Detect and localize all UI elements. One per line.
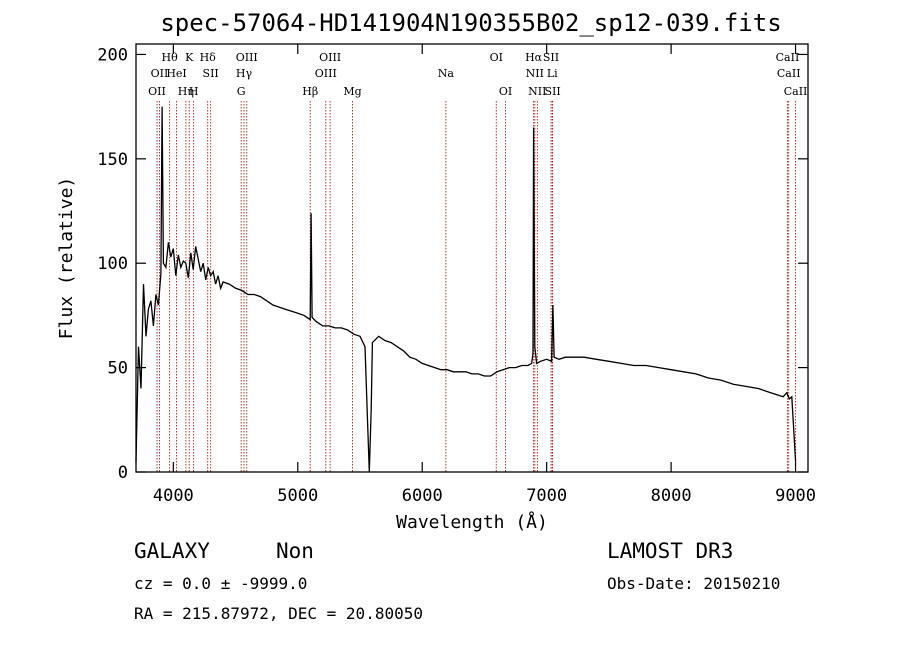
y-tick-label: 150: [97, 150, 128, 170]
x-tick-label: 4000: [153, 486, 194, 506]
obs-date-text: Obs-Date: 20150210: [607, 574, 780, 593]
line-marker-label: NII: [526, 67, 544, 80]
x-tick-label: 5000: [277, 486, 318, 506]
line-marker-label: Na: [438, 67, 455, 80]
line-marker-label: SII: [545, 85, 561, 98]
line-marker-label: Li: [547, 67, 558, 80]
spectrum-line: [135, 106, 797, 473]
line-marker-label: OIII: [315, 67, 337, 80]
x-tick-label: 7000: [526, 486, 567, 506]
x-axis-label: Wavelength (Å): [396, 511, 548, 533]
y-axis-ticks: 0 50 100 150 200: [97, 45, 808, 483]
line-marker-label: G: [237, 85, 246, 98]
line-marker-label: CaII: [777, 67, 801, 80]
line-marker-label: Hβ: [302, 85, 318, 98]
x-tick-label: 9000: [775, 486, 816, 506]
line-marker-label: SII: [543, 51, 559, 64]
line-marker-label: NII: [528, 85, 546, 98]
line-marker-label: Hη: [178, 85, 194, 98]
line-marker-label: OII: [151, 67, 169, 80]
line-marker-label: SII: [203, 67, 219, 80]
radec-text: RA = 215.87972, DEC = 20.80050: [134, 604, 423, 623]
line-marker-label: OI: [499, 85, 512, 98]
line-marker-label: H: [189, 85, 199, 98]
line-marker-label: CaII: [776, 51, 800, 64]
object-subclass: Non: [276, 539, 314, 563]
line-marker-label: OIII: [236, 51, 258, 64]
redshift-text: cz = 0.0 ± -9999.0: [134, 574, 307, 593]
plot-frame: [135, 43, 809, 473]
x-tick-label: 6000: [402, 486, 443, 506]
survey-name: LAMOST DR3: [607, 539, 733, 563]
y-tick-label: 0: [118, 463, 128, 483]
line-marker-label: OI: [490, 51, 503, 64]
y-tick-label: 100: [97, 254, 128, 274]
line-marker-label: Hδ: [200, 51, 217, 64]
y-tick-label: 200: [97, 45, 128, 65]
line-marker-label: OII: [148, 85, 166, 98]
line-marker-label: Hθ: [161, 51, 178, 64]
line-marker-label: CaII: [784, 85, 808, 98]
line-marker-label: K: [185, 51, 194, 64]
y-tick-label: 50: [108, 359, 128, 379]
chart-title: spec-57064-HD141904N190355B02_sp12-039.f…: [160, 9, 781, 37]
line-marker-label: HeI: [166, 67, 186, 80]
line-marker-label: Hγ: [236, 67, 253, 80]
object-class: GALAXY: [134, 539, 210, 563]
line-marker-label: Mg: [343, 85, 361, 98]
line-marker-label: Hα: [525, 51, 543, 64]
spectral-line-markers: [156, 101, 797, 472]
y-axis-label: Flux (relative): [56, 177, 77, 340]
x-tick-label: 8000: [651, 486, 692, 506]
line-marker-label: OIII: [319, 51, 341, 64]
spectral-line-labels: OII OII Hθ HeI Hη K H Hδ SII G Hγ OIII Hβ OIII OIII Mg N…: [148, 51, 807, 98]
x-axis-ticks: 4000 5000 6000 7000 8000 9000: [153, 44, 816, 506]
